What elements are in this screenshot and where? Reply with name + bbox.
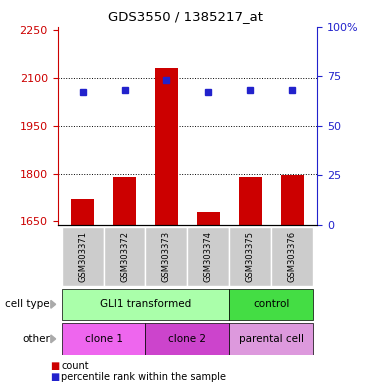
Bar [187, 227, 229, 286]
Bar [271, 227, 313, 286]
Text: cell type: cell type [6, 299, 50, 310]
Text: clone 1: clone 1 [85, 334, 122, 344]
Text: GSM303371: GSM303371 [78, 231, 87, 282]
Text: percentile rank within the sample: percentile rank within the sample [61, 372, 226, 382]
Text: ■: ■ [50, 372, 59, 382]
Text: GSM303376: GSM303376 [288, 231, 296, 282]
Bar [113, 177, 136, 384]
Bar [155, 68, 178, 384]
Text: GSM303375: GSM303375 [246, 231, 255, 282]
Text: count: count [61, 361, 89, 371]
Bar [229, 289, 313, 320]
Text: GSM303373: GSM303373 [162, 231, 171, 282]
Text: GSM303374: GSM303374 [204, 231, 213, 282]
Bar [71, 199, 94, 384]
Bar [197, 212, 220, 384]
Bar [145, 323, 229, 354]
Text: control: control [253, 299, 289, 310]
Text: GSM303372: GSM303372 [120, 231, 129, 282]
Bar [62, 289, 229, 320]
Text: parental cell: parental cell [239, 334, 303, 344]
Bar [104, 227, 145, 286]
Bar [229, 323, 313, 354]
Text: GDS3550 / 1385217_at: GDS3550 / 1385217_at [108, 10, 263, 23]
Text: ■: ■ [50, 361, 59, 371]
Text: clone 2: clone 2 [168, 334, 206, 344]
Bar [62, 227, 104, 286]
Text: other: other [22, 334, 50, 344]
Bar [239, 177, 262, 384]
Bar [62, 323, 145, 354]
Bar [280, 175, 303, 384]
Bar [145, 227, 187, 286]
Bar [229, 227, 271, 286]
Text: GLI1 transformed: GLI1 transformed [100, 299, 191, 310]
